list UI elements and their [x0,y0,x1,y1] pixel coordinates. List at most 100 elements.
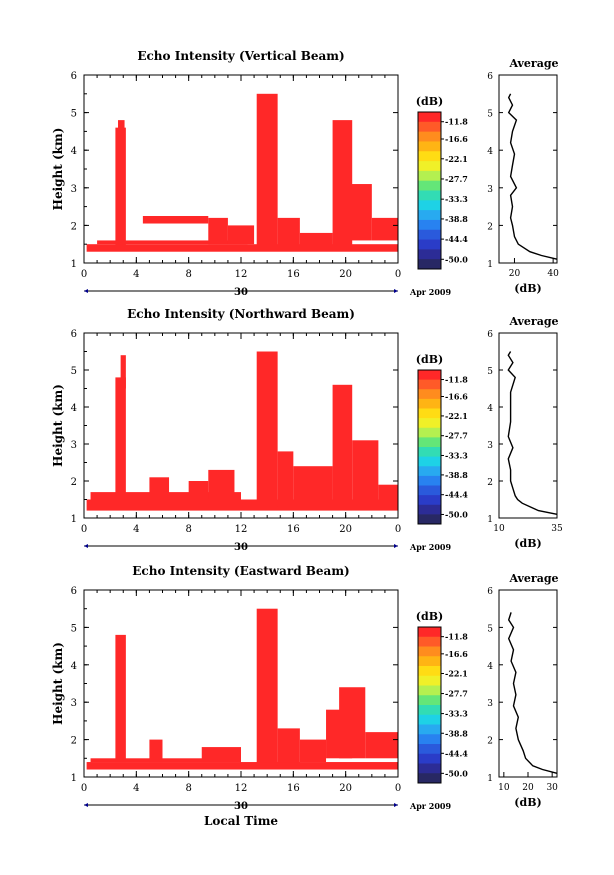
date-line-start-marker [84,803,88,807]
average-frame [498,589,558,778]
echo-region [293,466,333,504]
x-axis-label: Local Time [204,814,278,828]
echo-region [378,484,398,500]
echo-region [256,93,278,248]
average-y-tick-label: 4 [487,404,493,414]
average-profile-line [507,612,558,774]
average-y-tick-label: 5 [487,367,493,377]
x-tick-label: 12 [235,269,248,280]
x-tick-label: 12 [235,524,248,535]
chart-title: Echo Intensity (Eastward Beam) [132,564,349,578]
y-tick-label: 1 [71,259,77,270]
date-day-label: 30 [234,542,248,553]
echo-region [277,451,294,500]
average-title: Average [508,572,558,585]
y-tick-label: 4 [71,661,77,672]
colorbar-cell [418,112,441,123]
date-line-end-marker [394,544,398,548]
echo-region [90,758,242,763]
echo-region [208,217,228,245]
average-x-tick-label: 10 [493,524,505,534]
colorbar-cell [418,675,441,686]
average-x-tick-label: 10 [498,783,510,793]
echo-region [339,184,372,241]
echo-region [208,469,235,500]
echo-region [299,739,327,763]
y-tick-label: 1 [71,514,77,525]
colorbar-cell [418,170,441,182]
echo-region [371,217,398,241]
x-tick-label: 4 [133,524,139,535]
echo-region [86,499,398,511]
x-tick-label: 8 [185,783,191,794]
echo-region [352,440,379,500]
colorbar-cell [418,666,441,677]
echo-region [332,384,353,500]
average-x-tick-label: 20 [522,783,534,793]
average-y-tick-label: 1 [487,515,493,525]
echo-region [142,216,209,224]
average-y-tick-label: 1 [487,260,493,270]
average-y-tick-label: 3 [487,185,493,195]
colorbar-cell [418,773,441,784]
date-month-label: Apr 2009 [409,542,452,552]
colorbar-frame [417,369,442,525]
colorbar-tick-label: -33.3 [445,450,468,460]
x-tick-label: 0 [81,269,87,280]
y-tick-label: 2 [71,477,77,488]
echo-region [188,481,209,500]
x-tick-label: 4 [133,269,139,280]
colorbar-unit-label: (dB) [416,353,443,366]
average-y-tick-label: 2 [487,478,493,488]
y-tick-label: 6 [71,329,77,340]
colorbar-cell [418,724,441,735]
echo-region [115,634,126,763]
average-title: Average [508,315,558,328]
average-x-tick-label: 30 [546,783,558,793]
colorbar-tick-label: -33.3 [445,709,468,719]
average-title: Average [508,57,558,70]
echo-region [97,240,248,245]
x-tick-label: 8 [185,524,191,535]
colorbar-tick-label: -11.8 [445,375,468,385]
colorbar-tick-label: -44.4 [445,234,468,244]
x-tick-label: 20 [339,269,352,280]
colorbar-cell [418,714,441,725]
colorbar-cell [418,121,441,133]
colorbar-cell [418,656,441,667]
colorbar-tick-label: -22.1 [445,411,468,421]
average-profile-line [507,93,558,260]
colorbar-cell [418,753,441,764]
colorbar-tick-label: -16.6 [445,391,468,401]
x-tick-label: 8 [185,269,191,280]
colorbar-tick-label: -44.4 [445,748,468,758]
colorbar-cell [418,370,441,381]
colorbar-tick-label: -22.1 [445,669,468,679]
echo-region [118,120,125,151]
colorbar-cell [418,259,441,270]
x-tick-label: 16 [287,524,300,535]
x-tick-label: 16 [287,269,300,280]
average-y-tick-label: 3 [487,699,493,709]
average-y-tick-label: 4 [487,662,493,672]
average-y-tick-label: 5 [487,624,493,634]
y-axis-label: Height (km) [51,384,65,467]
chart-title: Echo Intensity (Northward Beam) [127,307,355,321]
y-tick-label: 1 [71,773,77,784]
echo-region [86,762,398,770]
date-month-label: Apr 2009 [409,287,452,297]
colorbar-tick-label: -27.7 [445,174,468,184]
colorbar-cell [418,239,441,250]
echo-region [277,728,300,766]
colorbar-cell [418,627,441,638]
average-y-tick-label: 2 [487,222,493,232]
colorbar-cell [418,447,441,458]
date-line-start-marker [84,544,88,548]
colorbar-tick-label: -38.8 [445,470,468,480]
y-tick-label: 2 [71,736,77,747]
y-axis-label: Height (km) [51,128,65,211]
average-y-tick-label: 4 [487,147,493,157]
average-y-tick-label: 6 [487,587,493,597]
